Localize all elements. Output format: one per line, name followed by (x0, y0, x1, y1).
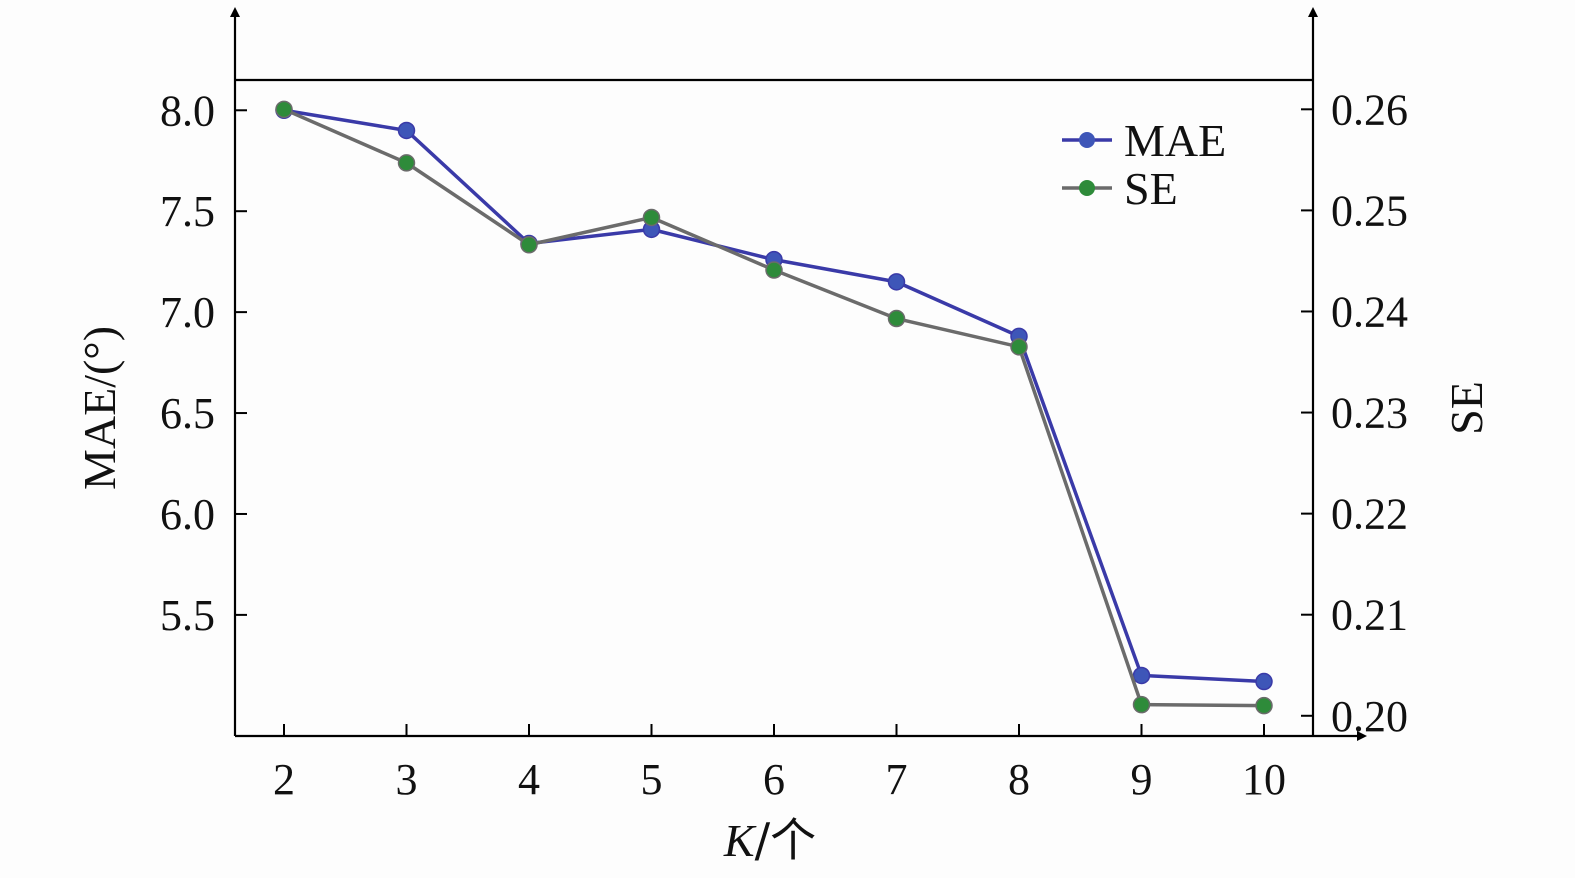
y-left-tick-label: 6.5 (160, 389, 215, 438)
x-tick-label: 4 (518, 755, 540, 804)
y-axis-left-label: MAE/(°) (74, 326, 125, 490)
y-left-tick-label: 7.5 (160, 187, 215, 236)
legend-label-mae: MAE (1124, 115, 1226, 166)
x-tick-label: 2 (273, 755, 295, 804)
y-left-tick-label: 5.5 (160, 591, 215, 640)
legend-marker-mae (1079, 132, 1095, 148)
x-axis-label: K/个 (723, 813, 816, 867)
data-point-mae (1255, 672, 1273, 691)
data-point-se (520, 236, 538, 254)
data-point-se (275, 100, 293, 119)
data-point-se (397, 154, 416, 172)
x-axis-label-variable: K (723, 815, 757, 866)
x-tick-label: 8 (1008, 755, 1030, 804)
x-tick-label: 6 (763, 755, 785, 804)
data-point-mae (887, 273, 906, 291)
x-tick-label: 7 (886, 755, 908, 804)
y-right-tick-label: 0.22 (1331, 490, 1408, 539)
series-line-se (283, 107, 1265, 708)
legend-label-se: SE (1124, 163, 1178, 214)
legend-marker-se (1079, 180, 1095, 196)
x-tick-label: 10 (1242, 755, 1286, 804)
x-tick-label: 5 (641, 755, 663, 804)
y-left-tick-label: 7.0 (160, 288, 215, 337)
y-axis-right-label: SE (1441, 381, 1492, 435)
data-point-mae (397, 121, 416, 140)
y-right-tick-label: 0.21 (1331, 591, 1408, 640)
data-point-se (887, 309, 906, 328)
x-tick-label: 9 (1131, 755, 1153, 804)
y-right-tick-label: 0.23 (1331, 389, 1408, 438)
x-axis-label-unit: /个 (755, 813, 817, 867)
x-tick-label: 3 (396, 755, 418, 804)
data-point-se (1255, 696, 1273, 715)
series-layer (275, 100, 1273, 715)
y-left-tick-label: 8.0 (160, 86, 215, 135)
data-point-mae (1132, 666, 1151, 685)
y-right-tick-label: 0.24 (1331, 287, 1408, 336)
data-point-se (765, 261, 783, 279)
y-left-tick-label: 6.0 (160, 490, 215, 539)
y-right-tick-label: 0.25 (1331, 186, 1408, 235)
y-right-tick-label: 0.26 (1331, 85, 1408, 134)
y-right-tick-label: 0.20 (1331, 692, 1408, 741)
data-point-se (642, 208, 661, 227)
series-line-mae (283, 108, 1265, 684)
data-point-se (1010, 338, 1028, 356)
data-point-se (1132, 695, 1151, 714)
ticks-group: 2 3 4 5 6 7 8 9 10 5.5 6.0 6.5 7.0 7.5 8.0 0.20 0.21 0.22… (160, 85, 1408, 804)
